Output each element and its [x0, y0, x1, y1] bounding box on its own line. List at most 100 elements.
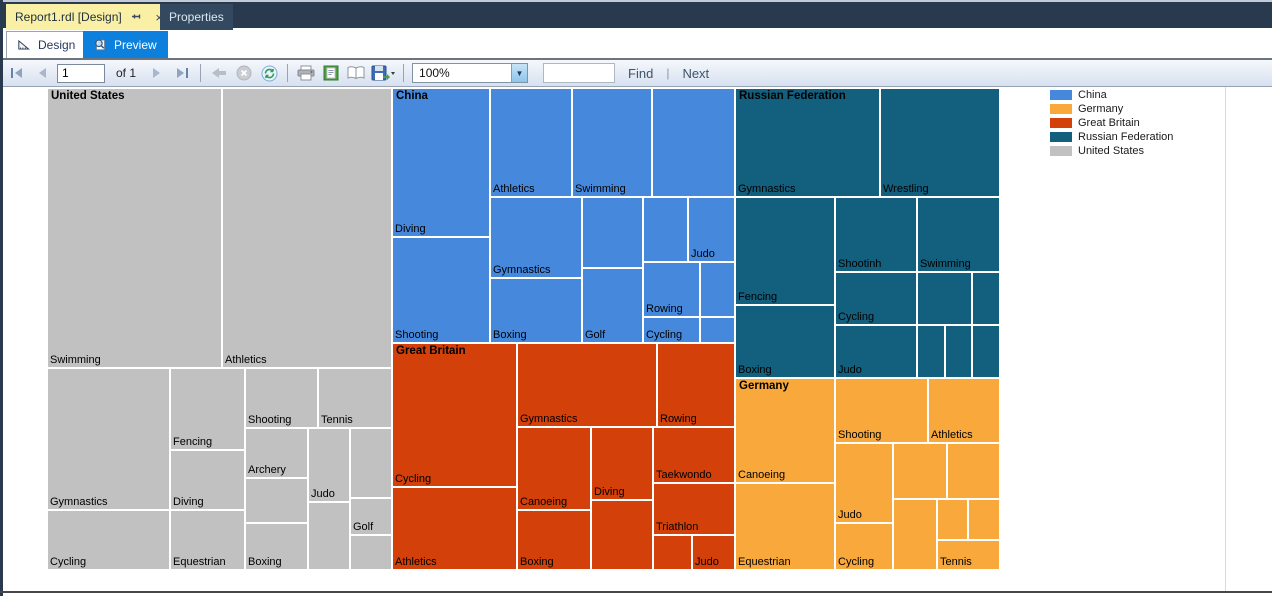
- next-link[interactable]: Next: [682, 65, 710, 81]
- tab-design-label: Design: [38, 38, 76, 52]
- treemap-tile: Rowing: [657, 343, 735, 427]
- treemap-tile-label: Tennis: [321, 414, 353, 426]
- treemap-tile-label: Swimming: [920, 258, 971, 270]
- treemap-tile-label: Boxing: [248, 556, 282, 568]
- legend-item: Great Britain: [1050, 116, 1173, 130]
- treemap-tile: Shooting: [245, 368, 318, 428]
- tab-preview-label: Preview: [114, 37, 157, 52]
- page-count-label: of 1: [116, 66, 137, 80]
- print-layout-button[interactable]: [321, 62, 341, 84]
- treemap-tile: [972, 325, 1000, 378]
- treemap-tile: Golf: [350, 498, 392, 535]
- back-button[interactable]: [209, 62, 229, 84]
- treemap-tile-label: Equestrian: [173, 556, 226, 568]
- zoom-dropdown-arrow[interactable]: ▼: [511, 64, 528, 82]
- report-page-edge: [1225, 87, 1226, 591]
- treemap-tile-label: Triathlon: [656, 521, 699, 533]
- legend-label: Great Britain: [1078, 117, 1140, 129]
- treemap-tile-label: Wrestling: [883, 183, 929, 195]
- treemap-tile-label: Diving: [173, 496, 204, 508]
- treemap-tile-label: Fencing: [173, 436, 213, 448]
- treemap-tile-label: Athletics: [225, 354, 267, 366]
- first-page-button[interactable]: [7, 62, 27, 84]
- treemap-tile: Shooting: [392, 237, 490, 343]
- treemap-tile: [947, 443, 1000, 499]
- treemap-tile-label: Tennis: [940, 556, 972, 568]
- treemap-tile-label: Athletics: [395, 556, 437, 568]
- treemap-tile: Cycling: [835, 523, 893, 570]
- legend-label: China: [1078, 89, 1107, 101]
- treemap-tile: Swimming: [572, 88, 652, 197]
- treemap-tile: Boxing: [490, 278, 582, 343]
- zoom-select[interactable]: 100% ▼: [412, 63, 529, 83]
- treemap-tile: Athletics: [222, 88, 392, 368]
- refresh-button[interactable]: [259, 62, 279, 84]
- treemap-tile: [893, 443, 947, 499]
- find-input[interactable]: [543, 63, 616, 83]
- treemap-tile-label: Taekwondo: [656, 469, 712, 481]
- stop-button[interactable]: [234, 62, 254, 84]
- window-bottom-border: [0, 591, 1272, 593]
- treemap-tile-label: Judo: [838, 509, 862, 521]
- legend-item: Germany: [1050, 102, 1173, 116]
- pin-icon[interactable]: [131, 11, 144, 24]
- find-link[interactable]: Find: [628, 65, 654, 81]
- document-tab-label: Report1.rdl [Design]: [15, 10, 122, 24]
- find-next-divider: |: [666, 66, 670, 80]
- treemap-tile: Swimming: [47, 88, 222, 368]
- treemap-tile: Equestrian: [170, 510, 245, 570]
- page-number-input[interactable]: [57, 63, 105, 83]
- treemap-tile: Boxing: [517, 510, 591, 570]
- treemap-tile-label: Diving: [594, 486, 625, 498]
- treemap-tile: Shootinh: [835, 197, 917, 272]
- preview-magnifier-icon: [94, 38, 107, 51]
- print-button[interactable]: [296, 62, 316, 84]
- treemap-tile-label: Golf: [585, 329, 606, 341]
- legend-swatch: [1050, 104, 1072, 114]
- export-button[interactable]: [371, 62, 396, 84]
- treemap-tile: Canoeing: [735, 378, 835, 483]
- treemap-tile: Archery: [245, 428, 308, 478]
- treemap-tile-label: Swimming: [575, 183, 626, 195]
- previous-page-button[interactable]: [32, 62, 52, 84]
- treemap-tile: Diving: [591, 427, 653, 500]
- next-page-button[interactable]: [147, 62, 167, 84]
- design-ruler-icon: [18, 39, 31, 52]
- treemap-tile: Equestrian: [735, 483, 835, 570]
- close-icon[interactable]: ×: [153, 11, 166, 24]
- treemap-tile: Gymnastics: [517, 343, 657, 427]
- tab-design[interactable]: Design: [6, 31, 88, 58]
- page-setup-button[interactable]: [346, 62, 366, 84]
- treemap-tile: Athletics: [928, 378, 1000, 443]
- treemap-tile: Boxing: [245, 523, 308, 570]
- treemap-tile-label: Canoeing: [520, 496, 568, 508]
- treemap-tile: Fencing: [735, 197, 835, 305]
- last-page-button[interactable]: [172, 62, 192, 84]
- treemap-tile: Tennis: [318, 368, 392, 428]
- toolbar-separator: [287, 64, 289, 82]
- legend-item: United States: [1050, 144, 1173, 158]
- toolbar-separator: [403, 64, 405, 82]
- window-left-border: [0, 0, 3, 596]
- treemap-tile: [972, 272, 1000, 325]
- treemap-tile: [917, 272, 972, 325]
- treemap-tile: Athletics: [392, 487, 517, 570]
- treemap-tile: Athletics: [490, 88, 572, 197]
- treemap-tile-label: Judo: [695, 556, 719, 568]
- treemap-tile: [652, 88, 735, 197]
- treemap-tile: Canoeing: [517, 427, 591, 510]
- toolbar-separator: [200, 64, 202, 82]
- tab-preview[interactable]: Preview: [83, 31, 168, 58]
- treemap-tile-label: Diving: [395, 223, 426, 235]
- properties-tab[interactable]: Properties: [160, 4, 233, 30]
- treemap-tile: Fencing: [170, 368, 245, 450]
- properties-tab-label: Properties: [169, 10, 224, 24]
- treemap-tile: [653, 535, 692, 570]
- document-tab-report1[interactable]: Report1.rdl [Design] ×: [6, 4, 175, 30]
- view-tab-bar: Design Preview: [3, 30, 1272, 58]
- treemap-tile-label: Gymnastics: [50, 496, 108, 508]
- treemap-tile: [700, 262, 735, 317]
- treemap-tile: Shooting: [835, 378, 928, 443]
- treemap-tile: Gymnastics: [47, 368, 170, 510]
